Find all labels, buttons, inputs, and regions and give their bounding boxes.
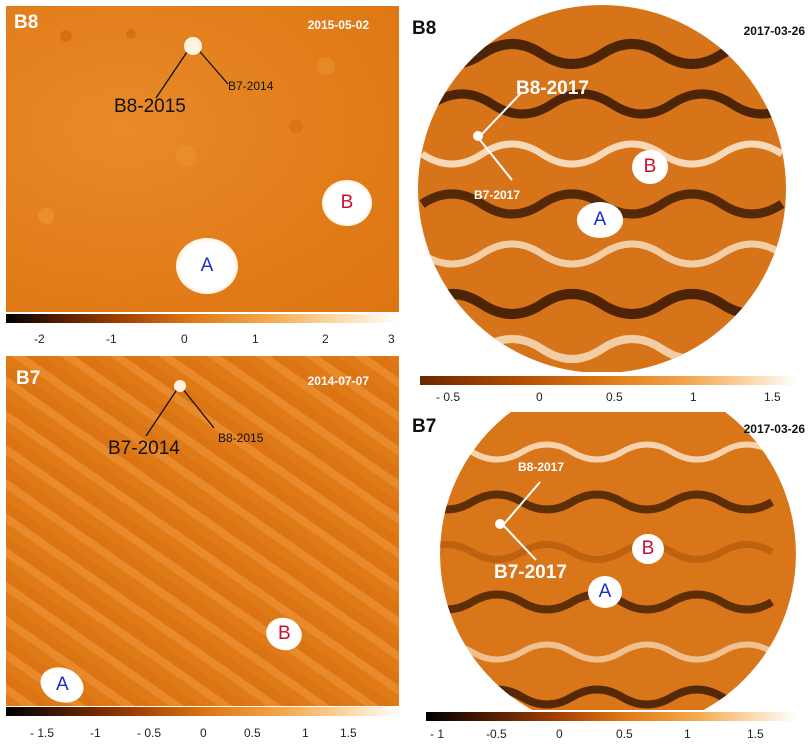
source-a-label: A bbox=[598, 581, 612, 602]
source-label-small: B7-2014 bbox=[228, 79, 274, 93]
source-label-small: B8-2015 bbox=[218, 431, 264, 445]
tick: 1 bbox=[252, 332, 259, 346]
annotation-lines bbox=[145, 380, 215, 437]
source-a-label: A bbox=[55, 674, 69, 695]
source-a-label: A bbox=[200, 255, 214, 276]
source-b-label: B bbox=[643, 156, 657, 177]
tick: 3 bbox=[388, 332, 395, 346]
tick: - 1.5 bbox=[30, 726, 55, 740]
source-label-small: B7-2017 bbox=[474, 188, 521, 202]
source-b-label: B bbox=[641, 538, 655, 559]
tick: 0.5 bbox=[606, 390, 623, 404]
tick: 1.5 bbox=[340, 726, 357, 740]
source-b-label: B bbox=[277, 623, 291, 644]
date-label: 2017-03-26 bbox=[743, 24, 805, 38]
circular-map bbox=[412, 412, 811, 710]
band-label: B8 bbox=[412, 18, 437, 39]
tick: -0.5 bbox=[486, 727, 507, 741]
panel-b8-2017: B8 2017-03-26 B8-2017 B7-2017 A B bbox=[412, 4, 811, 372]
date-label: 2015-05-02 bbox=[307, 18, 369, 32]
tick: -1 bbox=[106, 332, 117, 346]
source-b: B bbox=[322, 180, 372, 226]
tick: 1 bbox=[684, 727, 691, 741]
panel-b7-2014: B7 2014-07-07 B7-2014 B8-2015 A B bbox=[6, 356, 399, 706]
source-a: A bbox=[588, 576, 622, 608]
source-b: B bbox=[632, 534, 664, 564]
tick: 0.5 bbox=[244, 726, 261, 740]
tick: 0 bbox=[536, 390, 543, 404]
source-label-small: B8-2017 bbox=[518, 460, 565, 474]
tick: 0.5 bbox=[616, 727, 633, 741]
tick: 1.5 bbox=[764, 390, 781, 404]
panel-b8-2015: B8 2015-05-02 B8-2015 B7-2014 A B bbox=[6, 6, 399, 312]
band-label: B7 bbox=[412, 416, 437, 437]
tick: 0 bbox=[200, 726, 207, 740]
colorbar-2 bbox=[420, 376, 796, 385]
circular-map bbox=[418, 5, 786, 372]
colorbar-3 bbox=[6, 707, 399, 716]
colorbar-1 bbox=[6, 314, 399, 323]
noise-texture bbox=[38, 29, 335, 224]
tick: 1.5 bbox=[747, 727, 764, 741]
tick: - 0.5 bbox=[137, 726, 162, 740]
date-label: 2014-07-07 bbox=[307, 374, 369, 388]
band-label: B8 bbox=[14, 12, 39, 33]
source-b-label: B bbox=[340, 192, 354, 213]
tick: 0 bbox=[556, 727, 563, 741]
source-label-big: B7-2014 bbox=[108, 438, 180, 459]
panel-b7-2017: B7 2017-03-26 B7-2017 B8-2017 A B bbox=[412, 412, 811, 710]
tick: - 0.5 bbox=[436, 390, 461, 404]
date-label: 2017-03-26 bbox=[743, 422, 805, 436]
source-a: A bbox=[176, 238, 238, 294]
source-a-label: A bbox=[593, 209, 607, 230]
tick: 1 bbox=[302, 726, 309, 740]
tick: 1 bbox=[690, 390, 697, 404]
tick: - 1 bbox=[430, 727, 445, 741]
source-a: A bbox=[577, 202, 623, 238]
source-b: B bbox=[632, 150, 668, 184]
band-label: B7 bbox=[16, 368, 41, 389]
tick: -1 bbox=[90, 726, 101, 740]
source-label-small: B7-2017 bbox=[494, 562, 567, 583]
colorbar-4 bbox=[426, 712, 796, 721]
tick: -2 bbox=[34, 332, 45, 346]
source-label-big: B8-2017 bbox=[516, 78, 589, 99]
tick: 2 bbox=[322, 332, 329, 346]
source-label-big: B8-2015 bbox=[114, 96, 186, 117]
tick: 0 bbox=[181, 332, 188, 346]
